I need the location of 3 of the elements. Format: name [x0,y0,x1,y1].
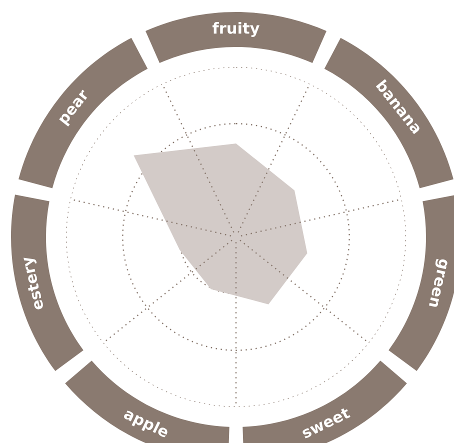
spoke-label: fruity [212,22,260,37]
spoke-label: estery [21,255,47,311]
spoke-label: green [426,258,448,308]
